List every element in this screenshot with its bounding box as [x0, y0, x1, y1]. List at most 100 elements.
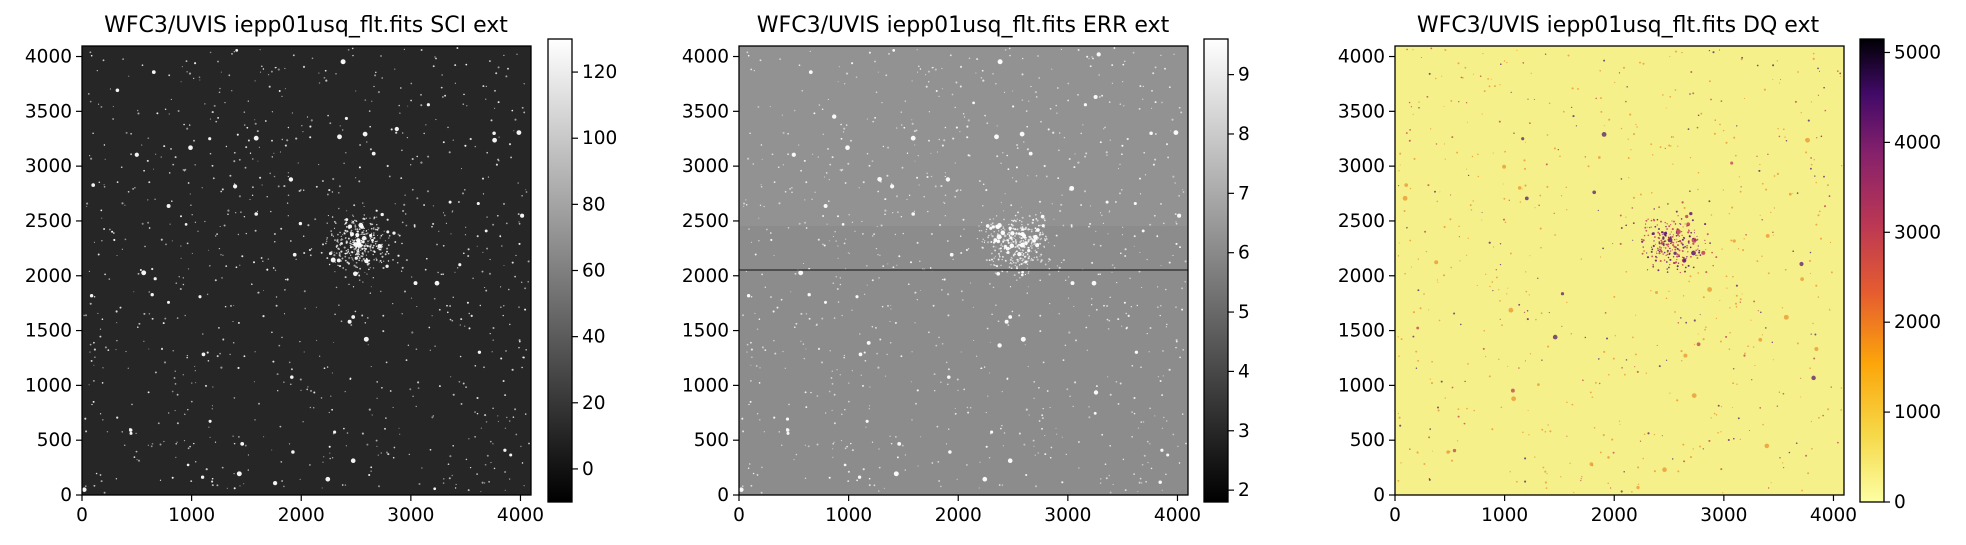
flag-mark: [1813, 357, 1816, 360]
star-mark: [911, 119, 913, 121]
star-mark: [1035, 251, 1038, 253]
flag-mark: [1660, 250, 1663, 253]
star-mark: [874, 60, 876, 63]
flag-mark: [1668, 144, 1671, 147]
star-mark: [406, 136, 409, 139]
star-mark: [993, 231, 995, 233]
star-mark: [900, 111, 903, 113]
star-mark: [194, 221, 197, 223]
star-mark: [168, 113, 170, 115]
star-mark: [1093, 411, 1097, 415]
star-mark: [1002, 152, 1004, 154]
x-tick-label: 0: [76, 505, 88, 526]
star-mark: [804, 391, 807, 394]
star-mark: [1019, 227, 1021, 230]
flag-mark: [1719, 340, 1722, 343]
star-mark: [376, 224, 378, 226]
star-mark: [218, 91, 221, 94]
star-mark: [746, 51, 749, 54]
star-mark: [153, 277, 157, 281]
flag-mark: [1545, 487, 1548, 489]
star-mark: [832, 282, 835, 285]
flag-mark: [1800, 377, 1802, 379]
star-mark: [938, 95, 940, 97]
star-mark: [1028, 255, 1030, 257]
star-mark: [1146, 440, 1149, 443]
star-mark: [1131, 436, 1133, 438]
star-mark: [381, 252, 383, 254]
star-mark: [978, 225, 980, 227]
star-mark: [484, 414, 487, 417]
star-mark: [216, 233, 218, 235]
star-mark: [1100, 478, 1102, 480]
flag-mark: [1796, 192, 1799, 194]
star-mark: [367, 242, 369, 244]
star-mark: [433, 487, 437, 491]
star-mark: [1154, 415, 1156, 417]
star-mark: [343, 427, 345, 430]
star-mark: [920, 436, 922, 438]
flag-mark: [1779, 457, 1781, 459]
star-mark: [184, 223, 188, 226]
flag-mark: [1488, 375, 1491, 378]
flag-mark: [1465, 168, 1468, 170]
star-mark: [839, 373, 842, 376]
star-mark: [992, 245, 995, 248]
flag-mark: [1731, 406, 1733, 409]
star-mark: [763, 206, 765, 208]
flag-mark: [1492, 290, 1494, 292]
flag-mark: [1508, 199, 1510, 201]
star-mark: [191, 213, 193, 216]
flag-mark: [1823, 86, 1825, 89]
star-mark: [936, 151, 938, 153]
star-mark: [89, 294, 94, 298]
star-mark: [954, 106, 956, 109]
star-mark: [934, 390, 936, 392]
star-mark: [221, 466, 224, 469]
star-mark: [764, 286, 766, 288]
flag-mark: [1713, 412, 1716, 415]
panel-title: WFC3/UVIS iepp01usq_flt.fits SCI ext: [104, 13, 508, 38]
flag-mark: [1502, 218, 1506, 221]
flag-mark: [1643, 234, 1646, 237]
star-mark: [356, 252, 358, 254]
flag-mark: [1592, 190, 1597, 195]
star-mark: [995, 265, 999, 268]
star-mark: [495, 163, 498, 166]
star-mark: [254, 212, 258, 216]
star-mark: [517, 182, 519, 184]
star-mark: [330, 257, 336, 263]
star-mark: [486, 247, 489, 250]
star-mark: [1059, 209, 1062, 213]
star-mark: [886, 304, 890, 307]
star-mark: [1035, 251, 1038, 254]
flag-mark: [1732, 275, 1734, 278]
flag-mark: [1509, 471, 1511, 473]
flag-mark: [1656, 344, 1658, 346]
star-mark: [1146, 333, 1148, 335]
star-mark: [935, 344, 938, 347]
star-mark: [1133, 396, 1136, 400]
flag-mark: [1818, 70, 1821, 72]
flag-mark: [1663, 232, 1667, 236]
star-mark: [424, 268, 427, 271]
star-mark: [805, 406, 808, 409]
flag-mark: [1689, 156, 1692, 159]
colorbar-tick-label: 5000: [1894, 42, 1941, 63]
star-mark: [1014, 264, 1016, 267]
star-mark: [321, 180, 324, 182]
star-mark: [875, 247, 878, 250]
star-mark: [787, 153, 790, 156]
flag-mark: [1518, 303, 1521, 306]
star-mark: [211, 164, 214, 167]
star-mark: [756, 328, 759, 330]
flag-mark: [1839, 72, 1842, 75]
flag-mark: [1676, 238, 1678, 240]
star-mark: [1166, 453, 1170, 457]
star-mark: [1123, 301, 1126, 304]
star-mark: [403, 48, 406, 51]
star-mark: [1003, 228, 1006, 231]
star-mark: [488, 480, 490, 483]
flag-mark: [1530, 72, 1532, 74]
